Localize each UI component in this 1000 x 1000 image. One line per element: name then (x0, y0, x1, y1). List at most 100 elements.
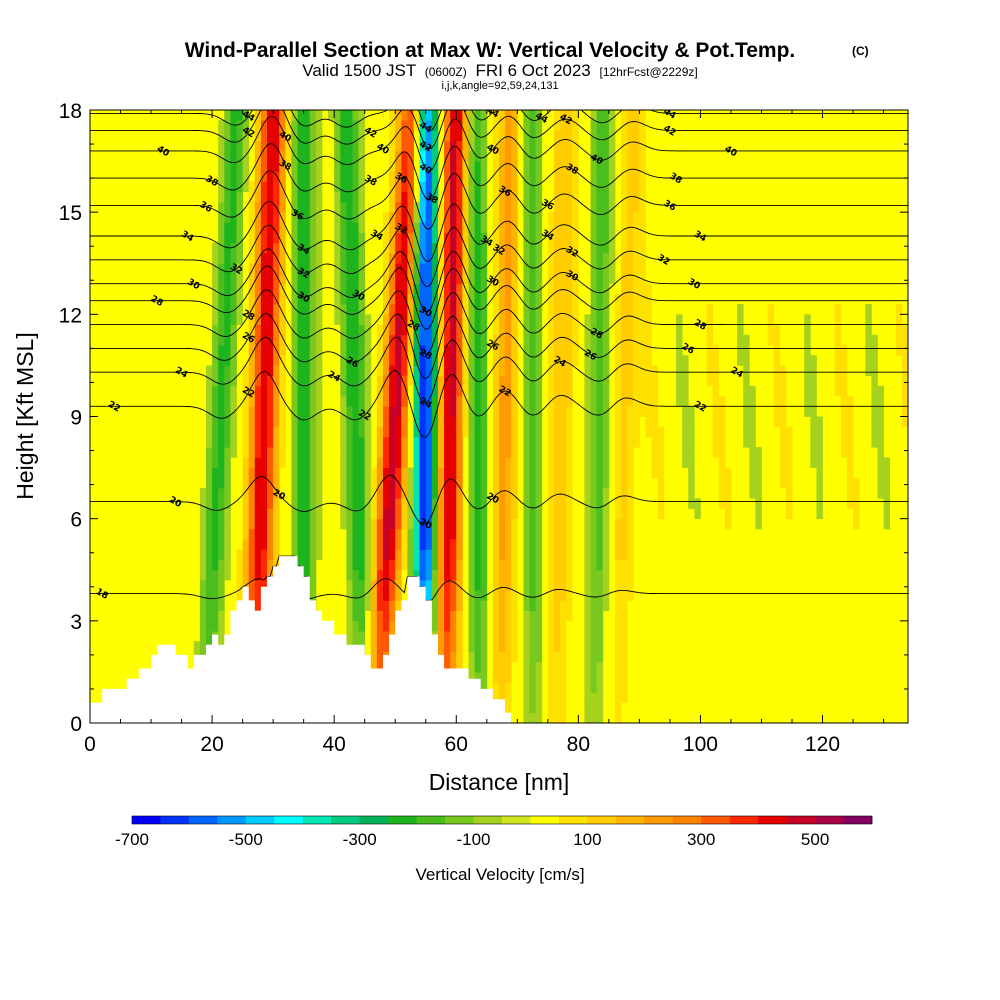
velocity-cell (560, 283, 567, 295)
velocity-cell (480, 191, 488, 203)
velocity-cell (499, 600, 506, 612)
velocity-cell (413, 324, 421, 336)
velocity-cell (511, 539, 518, 550)
velocity-cell (590, 161, 598, 172)
velocity-cell (413, 365, 421, 377)
velocity-cell (358, 130, 366, 142)
velocity-cell (456, 171, 463, 182)
velocity-cell (608, 120, 616, 131)
velocity-cell (413, 120, 421, 131)
velocity-cell (254, 508, 262, 520)
velocity-cell (492, 406, 500, 417)
velocity-cell (297, 304, 305, 315)
velocity-cell (224, 232, 231, 244)
velocity-cell (389, 488, 396, 499)
velocity-cell (419, 549, 427, 560)
velocity-cell (364, 396, 372, 407)
velocity-cell (596, 559, 604, 571)
velocity-cell (602, 263, 610, 274)
velocity-cell (352, 324, 359, 336)
velocity-cell (480, 467, 488, 479)
velocity-cell (456, 304, 463, 315)
velocity-cell (395, 579, 402, 591)
velocity-cell (627, 518, 634, 530)
velocity-cell (413, 406, 421, 417)
velocity-cell (474, 671, 482, 683)
velocity-cell (676, 314, 683, 325)
velocity-cell (511, 293, 518, 305)
velocity-cell (456, 651, 463, 663)
velocity-cell (621, 293, 628, 305)
velocity-cell (590, 477, 598, 489)
velocity-cell (810, 375, 817, 387)
velocity-cell (853, 488, 860, 499)
velocity-cell (505, 161, 512, 172)
velocity-cell (566, 579, 573, 591)
velocity-cell (590, 242, 598, 254)
velocity-cell (547, 304, 555, 315)
velocity-cell (474, 232, 482, 244)
velocity-cell (737, 304, 744, 315)
velocity-cell (242, 467, 250, 479)
velocity-cell (303, 324, 311, 336)
velocity-cell (224, 120, 231, 131)
velocity-cell (840, 396, 848, 407)
velocity-cell (901, 344, 908, 356)
velocity-cell (346, 528, 353, 540)
velocity-cell (437, 477, 445, 489)
velocity-cell (547, 702, 555, 714)
velocity-cell (572, 334, 579, 346)
velocity-cell (309, 150, 317, 162)
velocity-cell (419, 416, 427, 428)
velocity-cell (608, 263, 616, 274)
velocity-cell (450, 579, 457, 591)
velocity-cell (212, 314, 219, 325)
velocity-cell (639, 406, 646, 417)
velocity-cell (480, 222, 488, 233)
velocity-cell (358, 355, 366, 366)
velocity-cell (474, 406, 482, 417)
velocity-cell (450, 467, 457, 479)
velocity-cell (596, 365, 604, 377)
x-tick-label: 120 (805, 733, 840, 756)
velocity-cell (291, 253, 298, 264)
velocity-cell (260, 191, 268, 203)
velocity-cell (444, 181, 451, 193)
velocity-cell (297, 406, 305, 417)
velocity-cell (529, 661, 537, 673)
velocity-cell (590, 232, 598, 244)
velocity-cell (621, 253, 628, 264)
velocity-cell (444, 222, 451, 233)
velocity-cell (364, 508, 372, 520)
velocity-cell (212, 569, 219, 581)
velocity-cell (340, 508, 347, 520)
velocity-cell (431, 467, 439, 479)
velocity-cell (627, 201, 634, 213)
velocity-cell (444, 385, 451, 397)
velocity-cell (547, 324, 555, 336)
velocity-cell (474, 171, 482, 182)
velocity-cell (407, 110, 414, 121)
velocity-cell (627, 385, 634, 397)
velocity-cell (553, 457, 561, 468)
x-tick-label: 100 (683, 733, 718, 756)
velocity-cell (267, 293, 274, 305)
velocity-cell (560, 712, 567, 723)
velocity-cell (621, 569, 628, 581)
velocity-cell (218, 283, 225, 295)
velocity-cell (676, 396, 683, 407)
velocity-cell (340, 375, 347, 387)
velocity-cell (425, 375, 433, 387)
velocity-cell (358, 253, 366, 264)
velocity-cell (456, 314, 463, 325)
velocity-cell (218, 171, 225, 182)
velocity-cell (810, 385, 817, 397)
velocity-cell (230, 344, 237, 356)
velocity-cell (205, 416, 213, 428)
velocity-cell (224, 201, 231, 213)
velocity-cell (492, 498, 500, 509)
velocity-cell (212, 375, 219, 387)
velocity-cell (462, 375, 469, 387)
velocity-cell (743, 385, 750, 397)
velocity-cell (260, 426, 268, 438)
